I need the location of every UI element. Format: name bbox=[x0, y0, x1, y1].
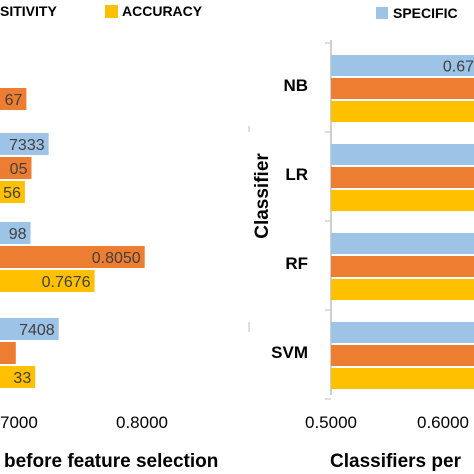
bar-svm-sensitivity bbox=[331, 345, 474, 366]
bar-lr-specificity bbox=[0, 133, 49, 155]
bar-rf-accuracy bbox=[331, 279, 474, 300]
y-tick-label-lr: LR bbox=[285, 165, 308, 184]
x-axis-title: before feature selection bbox=[4, 451, 218, 472]
data-label-rf-sensitivity: 0.8050 bbox=[92, 250, 141, 267]
y-axis-title: Classifier bbox=[252, 153, 273, 239]
bar-nb-specificity bbox=[331, 55, 474, 76]
right-chart-panel: SPECIFIC 0.67 NB LR RF SVM Classifier 0.5000 0.6… bbox=[248, 5, 474, 472]
y-tick-label-svm: SVM bbox=[271, 343, 308, 362]
legend-sensitivity-label: SITIVITY bbox=[0, 3, 57, 19]
left-chart-panel: SITIVITY ACCURACY 67 7333 05 56 98 0.80500.7676… bbox=[0, 3, 218, 472]
bar-nb-accuracy bbox=[331, 101, 474, 122]
legend-accuracy-swatch bbox=[105, 5, 118, 18]
x-tick-label-0.8000: 0.8000 bbox=[116, 413, 168, 432]
bar-lr-specificity bbox=[331, 144, 474, 165]
data-label-nb-specificity: 0.67 bbox=[443, 59, 474, 76]
bar-rf-specificity bbox=[331, 233, 474, 254]
data-label-svm-specificity: 7408 bbox=[19, 322, 55, 339]
data-label-nb-sensitivity: 67 bbox=[5, 92, 23, 109]
bar-rf-sensitivity bbox=[0, 246, 145, 268]
x-axis-title: Classifiers per bbox=[330, 451, 462, 472]
x-tick-label-0.6000: 0.6000 bbox=[417, 413, 469, 432]
x-tick-label-0.7000: 7000 bbox=[0, 413, 38, 432]
bar-svm-specificity bbox=[0, 318, 59, 340]
bar-lr-sensitivity bbox=[0, 157, 32, 179]
bar-svm-specificity bbox=[331, 322, 474, 343]
bar-svm-accuracy bbox=[0, 366, 36, 388]
bar-lr-sensitivity bbox=[331, 167, 474, 188]
legend-specificity-swatch bbox=[376, 7, 388, 19]
bar-svm-sensitivity bbox=[0, 342, 16, 364]
bar-svm-accuracy bbox=[331, 368, 474, 389]
bar-rf-sensitivity bbox=[331, 256, 474, 277]
bar-nb-sensitivity bbox=[331, 78, 474, 99]
bar-rf-specificity bbox=[0, 222, 31, 244]
data-label-lr-accuracy: 56 bbox=[3, 185, 21, 202]
bar-lr-accuracy bbox=[0, 181, 25, 203]
y-tick-label-rf: RF bbox=[285, 254, 308, 273]
data-label-rf-specificity: 98 bbox=[9, 226, 27, 243]
bar-lr-accuracy bbox=[331, 190, 474, 211]
data-label-lr-sensitivity: 05 bbox=[10, 161, 28, 178]
data-label-lr-specificity: 7333 bbox=[9, 137, 45, 154]
bar-rf-accuracy bbox=[0, 270, 95, 292]
data-label-svm-accuracy: 33 bbox=[13, 370, 31, 387]
y-tick-label-nb: NB bbox=[283, 76, 308, 95]
legend-specificity-label: SPECIFIC bbox=[393, 5, 458, 21]
x-tick-label-0.5000: 0.5000 bbox=[305, 413, 357, 432]
legend-accuracy-label: ACCURACY bbox=[122, 3, 203, 19]
data-label-rf-accuracy: 0.7676 bbox=[42, 274, 91, 291]
bar-nb-sensitivity bbox=[0, 88, 27, 110]
